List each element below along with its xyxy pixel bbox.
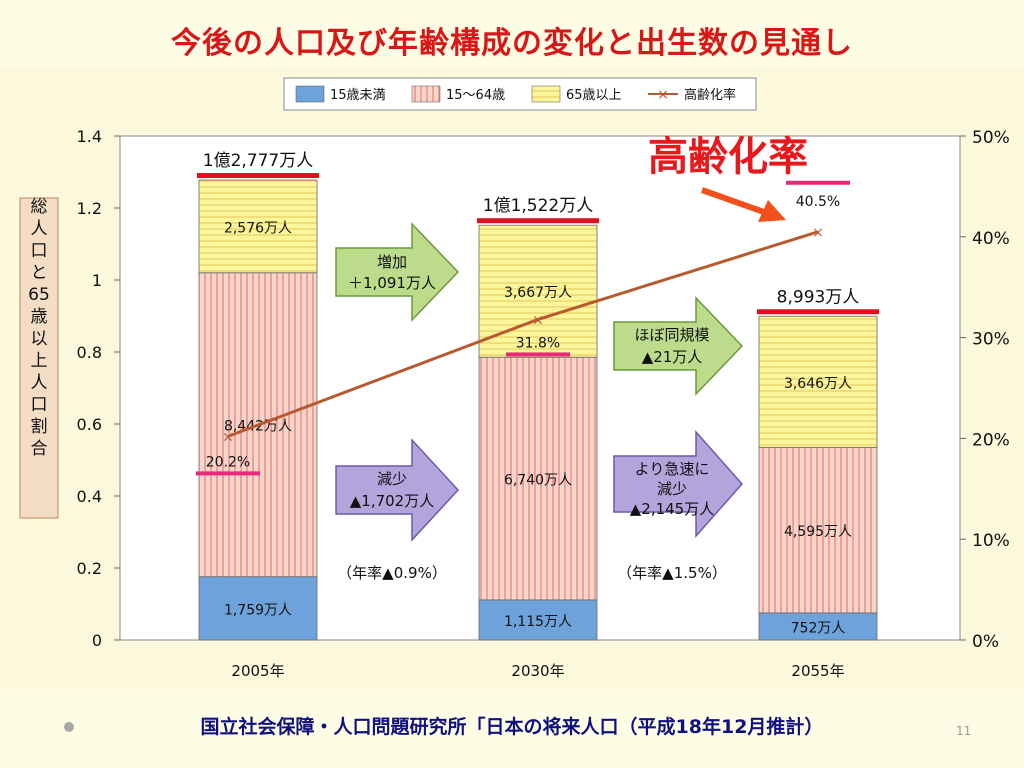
left-axis-tick-label: 0.8 <box>77 343 102 362</box>
callout-arrow-head <box>758 200 786 222</box>
aging-rate-marker <box>196 471 260 476</box>
annotation-decrease-1: 減少 ▲1,702万人 （年率▲0.9%） <box>335 438 460 582</box>
arrow-decrease2-line2: 減少 <box>657 480 687 498</box>
legend-swatch-under15 <box>295 85 325 103</box>
left-axis-label-box <box>19 197 59 519</box>
legend-swatch-elderly <box>531 85 561 103</box>
callout-arrow-shaft <box>700 187 766 215</box>
total-label: 1億1,522万人 <box>483 196 593 216</box>
annotation-increase: 増加 ＋1,091万人 <box>335 222 460 322</box>
bar-under15-label: 1,115万人 <box>504 614 572 630</box>
left-axis-tick-label: 1.4 <box>77 127 102 146</box>
left-axis-tick-label: 1 <box>92 271 102 290</box>
arrow-decrease1-note: （年率▲0.9%） <box>337 564 447 582</box>
x-axis-tick-label: 2055年 <box>791 662 844 680</box>
right-axis-tick-label: 40% <box>972 229 1010 249</box>
x-axis-tick-label: 2005年 <box>231 662 284 680</box>
left-axis-tick-label: 1.2 <box>77 199 102 218</box>
right-axis-tick-label: 30% <box>972 330 1010 350</box>
left-axis-tick-label: 0.2 <box>77 559 102 578</box>
aging-rate-label: 31.8% <box>516 335 560 351</box>
right-axis-tick-label: 50% <box>972 128 1010 148</box>
bar-working-label: 6,740万人 <box>504 473 572 489</box>
left-axis-label: 総人口と 65 歳以上人口割合 <box>28 197 50 459</box>
bar-under15-label: 752万人 <box>791 620 846 636</box>
arrow-increase-shape <box>335 222 460 322</box>
population-chart: 0 0.2 0.4 0.6 0.8 1 1.2 1.4 0% 10% 20% 30% 40% 50% 2… <box>19 77 1010 680</box>
slide-title: 今後の人口及び年齢構成の変化と出生数の見通し <box>171 26 853 61</box>
aging-rate-callout: 高齢化率 <box>648 134 808 180</box>
aging-rate-label: 40.5% <box>796 194 840 210</box>
bar-under15 <box>198 576 318 641</box>
legend-label-elderly: 65歳以上 <box>566 88 622 103</box>
bar-elderly <box>758 315 878 448</box>
total-marker <box>477 218 599 224</box>
arrow-decrease2-shape <box>613 430 744 538</box>
bar-under15-label: 1,759万人 <box>224 602 292 618</box>
bullet-dot <box>64 722 74 732</box>
arrow-same-line2: ▲21万人 <box>642 348 703 366</box>
total-marker <box>197 173 319 179</box>
legend-label-rate: 高齢化率 <box>684 87 736 103</box>
arrow-decrease2-note: （年率▲1.5%） <box>617 564 727 582</box>
x-axis-tick-label: 2030年 <box>511 662 564 680</box>
bar-elderly-label: 3,646万人 <box>784 376 852 392</box>
bar-working-label: 8,442万人 <box>224 419 292 435</box>
chart-panel: 0 0.2 0.4 0.6 0.8 1 1.2 1.4 0% 10% 20% 30% 40% 50% 2… <box>0 66 1024 688</box>
legend: 15歳未満 15～64歳 65歳以上 × 高齢化率 <box>283 77 757 111</box>
arrow-same-shape <box>613 296 744 396</box>
arrow-decrease1-shape <box>335 438 460 542</box>
aging-rate-point: × <box>222 429 234 445</box>
aging-rate-marker <box>506 352 570 357</box>
annotation-same: ほぼ同規模 ▲21万人 <box>613 296 744 396</box>
arrow-decrease2-line3: ▲2,145万人 <box>630 500 714 518</box>
arrow-decrease1-line1: 減少 <box>377 470 407 488</box>
bar-working <box>478 356 598 601</box>
right-axis-tick-label: 10% <box>972 531 1010 551</box>
right-axis: 0% 10% 20% 30% 40% 50% <box>960 128 1010 652</box>
bar-under15 <box>478 599 598 641</box>
bar-working <box>758 447 878 614</box>
total-label: 8,993万人 <box>777 287 860 307</box>
total-marker <box>757 309 879 315</box>
left-axis-tick-label: 0 <box>92 631 102 650</box>
left-axis-tick-label: 0.4 <box>77 487 102 506</box>
left-axis-tick-label: 0.6 <box>77 415 102 434</box>
right-axis-tick-label: 20% <box>972 430 1010 450</box>
right-axis-tick-label: 0% <box>972 632 999 652</box>
arrow-increase-line1: 増加 <box>377 253 407 271</box>
arrow-decrease2-line1: より急速に <box>635 460 710 478</box>
aging-rate-label: 20.2% <box>206 454 250 470</box>
legend-swatch-working <box>411 85 441 103</box>
aging-rate-marker <box>786 180 850 185</box>
aging-rate-point: × <box>532 312 544 328</box>
arrow-decrease1-line2: ▲1,702万人 <box>350 492 434 510</box>
arrow-same-line1: ほぼ同規模 <box>634 326 709 344</box>
bottom-strip <box>0 688 1024 768</box>
left-axis: 0 0.2 0.4 0.6 0.8 1 1.2 1.4 <box>77 127 120 650</box>
bar-elderly <box>198 179 318 274</box>
source-citation: 国立社会保障・人口問題研究所「日本の将来人口（平成18年12月推計） <box>200 716 824 738</box>
aging-rate-series: × 20.2% × 31.8% × 40.5% <box>196 180 850 476</box>
bars-group: 1,759万人 8,442万人 2,576万人 1億2,777万人 1,115万人 6,7… <box>197 151 879 641</box>
total-label: 1億2,777万人 <box>203 151 313 171</box>
arrow-increase-line2: ＋1,091万人 <box>348 274 436 292</box>
bar-working-label: 4,595万人 <box>784 524 852 540</box>
x-axis: 2005年 2030年 2055年 <box>231 662 844 680</box>
legend-label-under15: 15歳未満 <box>330 88 386 103</box>
legend-label-working: 15～64歳 <box>446 88 505 103</box>
legend-marker-rate: × <box>657 87 669 103</box>
aging-rate-point: × <box>812 225 824 241</box>
aging-rate-line <box>227 230 819 438</box>
bar-elderly-label: 3,667万人 <box>504 285 572 301</box>
annotation-decrease-2: より急速に 減少 ▲2,145万人 （年率▲1.5%） <box>613 430 744 582</box>
bar-elderly-label: 2,576万人 <box>224 220 292 236</box>
page-number: 11 <box>956 724 972 738</box>
